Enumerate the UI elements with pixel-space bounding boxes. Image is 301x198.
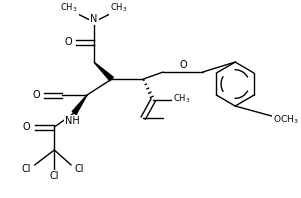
Text: O: O — [33, 90, 40, 100]
Text: N: N — [90, 14, 98, 24]
Text: Cl: Cl — [74, 164, 84, 174]
Polygon shape — [94, 62, 113, 81]
Text: OCH$_3$: OCH$_3$ — [273, 114, 299, 126]
Polygon shape — [72, 95, 87, 114]
Text: CH$_3$: CH$_3$ — [110, 2, 127, 14]
Text: Cl: Cl — [22, 164, 31, 174]
Text: O: O — [23, 122, 30, 132]
Text: CH$_3$: CH$_3$ — [61, 2, 78, 14]
Text: CH$_3$: CH$_3$ — [173, 93, 191, 105]
Text: Cl: Cl — [50, 171, 59, 181]
Text: NH: NH — [65, 116, 79, 126]
Text: O: O — [64, 37, 72, 47]
Text: O: O — [179, 60, 187, 70]
